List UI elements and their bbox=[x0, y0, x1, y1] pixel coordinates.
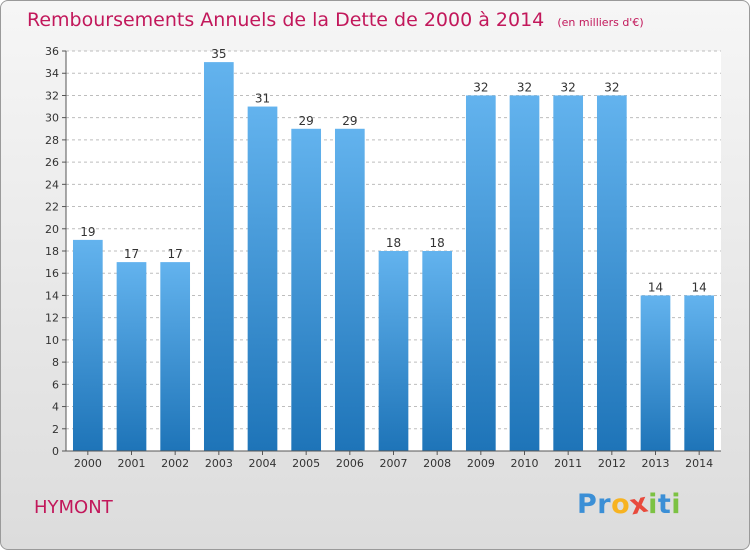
bar-value-label: 32 bbox=[604, 80, 619, 94]
y-tick-label: 16 bbox=[45, 267, 59, 280]
logo-letter: i bbox=[671, 489, 682, 520]
x-tick-label: 2001 bbox=[118, 457, 146, 470]
bar bbox=[334, 128, 365, 451]
logo-letter: t bbox=[657, 489, 672, 520]
y-tick-label: 20 bbox=[45, 223, 59, 236]
bar bbox=[465, 95, 496, 451]
bar bbox=[116, 262, 147, 451]
x-tick-label: 2003 bbox=[205, 457, 233, 470]
bar-value-label: 18 bbox=[430, 236, 445, 250]
y-tick-label: 12 bbox=[45, 312, 59, 325]
y-tick-label: 32 bbox=[45, 89, 59, 102]
bar-value-label: 29 bbox=[342, 114, 357, 128]
bar bbox=[509, 95, 540, 451]
x-tick-label: 2007 bbox=[380, 457, 408, 470]
x-tick-label: 2006 bbox=[336, 457, 364, 470]
bar bbox=[72, 239, 103, 451]
bar bbox=[553, 95, 584, 451]
bar-value-label: 14 bbox=[692, 280, 707, 294]
logo-letter: i bbox=[648, 489, 658, 520]
y-tick-label: 10 bbox=[45, 334, 59, 347]
bar-value-label: 29 bbox=[299, 114, 314, 128]
chart-title: Remboursements Annuels de la Dette de 20… bbox=[27, 9, 545, 31]
y-tick-label: 30 bbox=[45, 112, 59, 125]
bar bbox=[203, 62, 234, 451]
y-tick-label: 18 bbox=[45, 245, 59, 258]
bar bbox=[684, 295, 715, 451]
x-tick-label: 2008 bbox=[423, 457, 451, 470]
x-tick-label: 2000 bbox=[74, 457, 102, 470]
chart-unit-note: (en milliers d'€) bbox=[557, 16, 644, 29]
bar-value-label: 18 bbox=[386, 236, 401, 250]
x-tick-label: 2014 bbox=[685, 457, 713, 470]
bars bbox=[72, 62, 715, 452]
bar-value-label: 32 bbox=[561, 80, 576, 94]
bar bbox=[596, 95, 627, 451]
bar-value-label: 32 bbox=[473, 80, 488, 94]
x-tick-label: 2004 bbox=[249, 457, 277, 470]
y-tick-label: 24 bbox=[45, 178, 59, 191]
bar-value-label: 35 bbox=[211, 47, 226, 61]
bar-value-label: 14 bbox=[648, 280, 663, 294]
bar bbox=[160, 262, 191, 451]
logo-letter: r bbox=[597, 489, 612, 520]
bar-value-label: 31 bbox=[255, 92, 270, 106]
y-tick-label: 26 bbox=[45, 156, 59, 169]
y-tick-label: 2 bbox=[52, 423, 59, 436]
bar bbox=[378, 251, 409, 451]
bar bbox=[422, 251, 453, 451]
x-tick-label: 2009 bbox=[467, 457, 495, 470]
bar-value-label: 32 bbox=[517, 80, 532, 94]
commune-name: HYMONT bbox=[34, 497, 113, 518]
y-tick-label: 6 bbox=[52, 378, 59, 391]
x-tick-label: 2013 bbox=[642, 457, 670, 470]
x-tick-label: 2002 bbox=[161, 457, 189, 470]
bar-labels: 19 17 17 35 31 29 29 18 18 32 32 32 32 14 14 bbox=[80, 47, 707, 294]
bar bbox=[291, 128, 322, 451]
y-tick-label: 28 bbox=[45, 134, 59, 147]
y-tick-label: 34 bbox=[45, 67, 59, 80]
y-tick-label: 8 bbox=[52, 356, 59, 369]
y-tick-label: 36 bbox=[45, 45, 59, 58]
x-tick-label: 2005 bbox=[292, 457, 320, 470]
bar-value-label: 17 bbox=[124, 247, 139, 261]
chart-title-block: Remboursements Annuels de la Dette de 20… bbox=[27, 9, 644, 31]
x-tick-label: 2012 bbox=[598, 457, 626, 470]
x-tick-label: 2010 bbox=[511, 457, 539, 470]
proxiti-logo: Proxiti bbox=[577, 487, 682, 521]
x-tick-label: 2011 bbox=[554, 457, 582, 470]
y-tick-label: 22 bbox=[45, 201, 59, 214]
y-tick-label: 14 bbox=[45, 289, 59, 302]
logo-letter: o bbox=[611, 489, 631, 520]
bar bbox=[247, 106, 278, 452]
y-tick-label: 0 bbox=[52, 445, 59, 458]
logo-letter: P bbox=[577, 489, 598, 520]
y-tick-label: 4 bbox=[52, 401, 59, 414]
bar-value-label: 17 bbox=[168, 247, 183, 261]
bar-value-label: 19 bbox=[80, 225, 95, 239]
bar bbox=[640, 295, 671, 451]
